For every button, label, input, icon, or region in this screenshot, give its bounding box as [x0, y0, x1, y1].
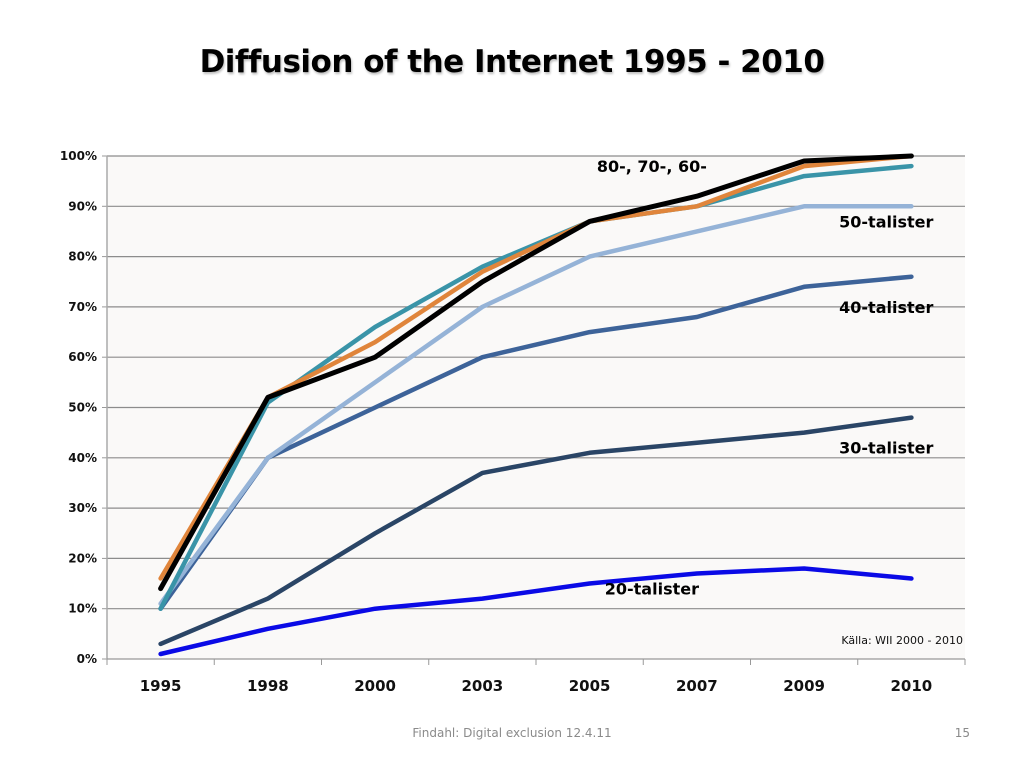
y-tick-label: 30% — [68, 501, 97, 515]
y-tick-label: 100% — [60, 149, 97, 163]
x-tick-label: 2000 — [354, 677, 396, 695]
x-tick-label: 2005 — [569, 677, 611, 695]
series-line-80-talister — [158, 153, 914, 592]
x-tick-label: 2007 — [676, 677, 718, 695]
y-tick-label: 10% — [68, 602, 97, 616]
y-tick-label: 60% — [68, 350, 97, 364]
annotations: 80-, 70-, 60- 50-talister 40-talister 30-ta… — [597, 157, 963, 647]
y-axis: 0% 10% 20% 30% 40% 50% 60% 70% 80% 90% 100% — [60, 149, 108, 666]
series-lines — [158, 153, 914, 657]
gridlines — [107, 155, 965, 610]
series-line-40-talister — [158, 274, 914, 611]
y-tick-label: 40% — [68, 451, 97, 465]
page-number: 15 — [954, 726, 970, 740]
x-tick-label: 2009 — [783, 677, 825, 695]
y-tick-label: 50% — [68, 401, 97, 415]
y-tick-label: 70% — [68, 300, 97, 314]
x-axis: 1995 1998 2000 2003 2005 2007 2009 2010 — [106, 658, 966, 695]
y-tick-label: 20% — [68, 551, 97, 565]
x-tick-label: 2010 — [891, 677, 933, 695]
y-tick-label: 90% — [68, 199, 97, 213]
series-line-20-talister — [158, 566, 914, 657]
x-tick-label: 2003 — [462, 677, 504, 695]
series-line-30-talister — [158, 415, 914, 647]
x-tick-label: 1995 — [140, 677, 182, 695]
x-tick-label: 1998 — [247, 677, 289, 695]
slide-title: Diffusion of the Internet 1995 - 2010 — [199, 44, 825, 80]
annotation-label: 40-talister — [839, 298, 933, 317]
series-line-50-talister — [158, 204, 914, 606]
footer-text: Findahl: Digital exclusion 12.4.11 — [412, 726, 612, 740]
source-note: Källa: WII 2000 - 2010 — [841, 634, 963, 647]
annotation-label: 80-, 70-, 60- — [597, 157, 707, 176]
annotation-label: 30-talister — [839, 439, 933, 458]
annotation-label: 50-talister — [839, 212, 933, 231]
annotation-label: 20-talister — [605, 580, 699, 599]
y-tick-label: 80% — [68, 250, 97, 264]
y-tick-label: 0% — [77, 652, 97, 666]
